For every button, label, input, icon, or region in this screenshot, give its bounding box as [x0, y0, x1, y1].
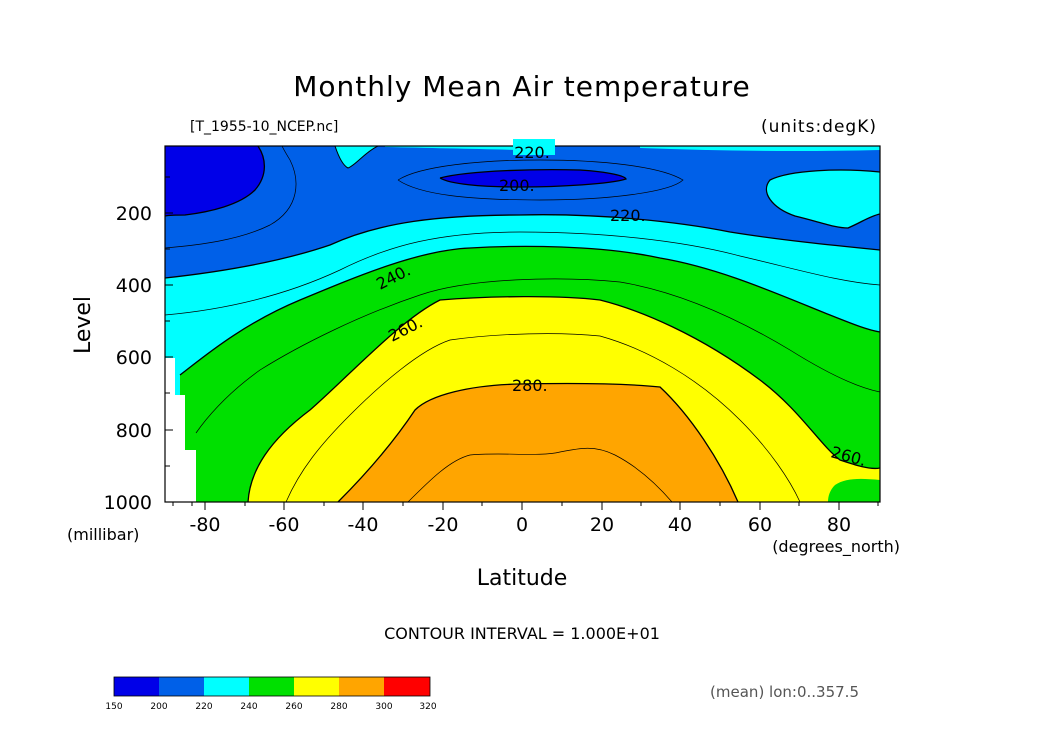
contour-label-200: 200.	[499, 176, 535, 195]
contour-line-280	[337, 382, 739, 502]
colorbar-swatch	[249, 677, 294, 696]
y-tick-label: 800	[116, 420, 152, 442]
contour-label-220-mid: 220.	[610, 206, 646, 225]
x-tick-label: 40	[668, 514, 692, 536]
x-axis: -80 -60 -40 -20 0 20 40 60 80	[172, 502, 879, 536]
band-220-240-top-left	[385, 146, 520, 150]
x-tick-label: -20	[427, 514, 458, 536]
y-axis-title: Level	[71, 296, 96, 354]
band-220-240-top-right	[640, 146, 880, 152]
x-tick-label: 80	[827, 514, 851, 536]
colorbar-swatch	[339, 677, 384, 696]
contour-line-200-left	[165, 146, 266, 217]
contour-interval-note: CONTOUR INTERVAL = 1.000E+01	[384, 624, 660, 643]
band-220-240-top-notch	[335, 146, 378, 168]
colorbar-swatch	[294, 677, 339, 696]
colorbar-swatch	[159, 677, 204, 696]
band-below-200-center	[440, 169, 626, 187]
x-tick-label: 60	[748, 514, 772, 536]
colorbar-label: 320	[419, 702, 436, 712]
contour-line-200	[439, 169, 627, 188]
x-axis-units: (degrees_north)	[772, 537, 900, 557]
contour-line-230	[165, 231, 880, 316]
contour-label-220-top: 220.	[514, 143, 550, 162]
colorbar: 150 200 220 240 260 280 300 320	[105, 676, 437, 712]
colorbar-swatch	[384, 677, 430, 696]
contour-label-280: 280.	[512, 376, 548, 395]
x-tick-label: -60	[268, 514, 299, 536]
colorbar-label: 280	[330, 702, 347, 712]
file-label: [T_1955-10_NCEP.nc]	[190, 119, 338, 135]
units-label: (units:degK)	[761, 117, 877, 137]
contour-line-210-thin	[397, 159, 684, 201]
x-tick-label: 0	[516, 514, 528, 536]
contour-line-220	[165, 214, 880, 279]
contour-line-270	[285, 333, 801, 502]
colorbar-label: 150	[105, 702, 122, 712]
contour-line-220-right	[765, 169, 880, 229]
contour-line-layer	[165, 146, 880, 502]
y-axis-units: (millibar)	[67, 525, 139, 544]
x-axis-title: Latitude	[477, 566, 568, 591]
colorbar-frame	[113, 676, 431, 697]
colorbar-label: 300	[375, 702, 392, 712]
y-tick-label: 400	[116, 275, 152, 297]
contour-line-240	[179, 245, 880, 376]
contour-line-210-left	[165, 146, 297, 249]
colorbar-label: 240	[240, 702, 257, 712]
y-tick-label: 600	[116, 347, 152, 369]
contour-line-260	[247, 295, 880, 502]
footer-note: (mean) lon:0..357.5	[710, 683, 859, 701]
colorbar-label: 220	[195, 702, 212, 712]
y-axis: 200 400 600 800 1000	[104, 176, 173, 514]
x-tick-label: 20	[590, 514, 614, 536]
missing-data-strip-3	[165, 450, 196, 502]
band-below-200-left	[165, 146, 265, 216]
colorbar-swatch	[114, 677, 159, 696]
x-tick-label: -40	[347, 514, 378, 536]
chart-title: Monthly Mean Air temperature	[293, 70, 751, 103]
y-tick-label: 1000	[104, 492, 152, 514]
band-280-300	[338, 383, 738, 502]
colorbar-label: 260	[285, 702, 302, 712]
y-tick-label: 200	[116, 203, 152, 225]
x-tick-label: -80	[189, 514, 220, 536]
contour-line-290	[407, 447, 673, 502]
colorbar-label: 200	[150, 702, 167, 712]
contour-fill-layer	[165, 146, 880, 502]
band-220-240-right-pocket	[766, 170, 880, 228]
contour-line-220-top	[334, 146, 379, 169]
colorbar-swatch	[204, 677, 249, 696]
contour-line-250	[195, 278, 880, 434]
